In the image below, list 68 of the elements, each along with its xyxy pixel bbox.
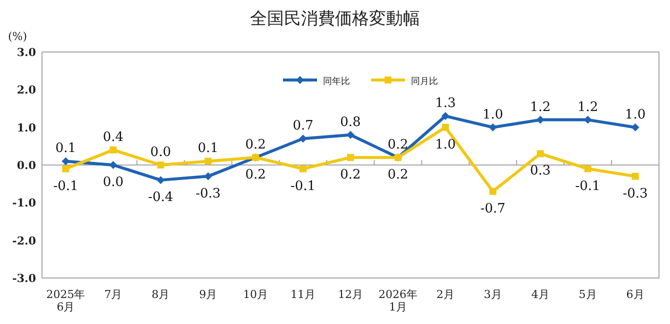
x-tick-label: 5月 bbox=[578, 288, 597, 301]
point bbox=[110, 146, 117, 154]
data-label: 0.2 bbox=[245, 167, 266, 182]
x-tick-label: 7月 bbox=[104, 288, 122, 301]
data-label: 0.2 bbox=[340, 167, 361, 182]
data-label: 0.1 bbox=[55, 141, 76, 156]
point bbox=[347, 154, 354, 161]
point bbox=[109, 161, 118, 169]
data-label: -0.1 bbox=[53, 178, 78, 194]
x-tick-label: 6月 bbox=[626, 288, 644, 301]
x-tick-label: 4月 bbox=[531, 288, 550, 301]
y-tick-label: 2.0 bbox=[16, 84, 36, 97]
data-label: 0.3 bbox=[530, 164, 551, 179]
point bbox=[204, 172, 212, 180]
y-tick-label: -2.0 bbox=[12, 234, 36, 248]
x-tick-label: 9月 bbox=[199, 288, 218, 301]
data-label: -0.1 bbox=[290, 178, 316, 194]
data-label: 0.0 bbox=[150, 145, 171, 160]
x-tick-label: 2025年 6月 bbox=[46, 288, 86, 314]
x-tick-label: 2月 bbox=[436, 288, 454, 301]
x-tick-label: 3月 bbox=[484, 288, 502, 301]
point bbox=[632, 172, 639, 180]
point bbox=[442, 124, 449, 131]
x-tick-label: 10月 bbox=[243, 288, 268, 301]
x-tick-label: 8月 bbox=[152, 288, 170, 301]
data-label: 1.2 bbox=[530, 100, 551, 115]
y-tick-label: 3.0 bbox=[16, 46, 36, 59]
y-axis-title: (%) bbox=[8, 30, 28, 43]
data-label: -0.3 bbox=[622, 186, 648, 202]
point bbox=[584, 165, 592, 172]
data-label: 1.3 bbox=[435, 96, 456, 112]
y-tick-label: 0.0 bbox=[16, 159, 36, 172]
data-label: 1.0 bbox=[624, 107, 646, 122]
data-label: 0.0 bbox=[102, 175, 124, 190]
data-label: -0.1 bbox=[575, 178, 600, 194]
data-label: 0.7 bbox=[292, 118, 314, 134]
point bbox=[157, 162, 164, 168]
data-label: 0.4 bbox=[102, 130, 124, 145]
x-tick-label: 12月 bbox=[338, 288, 363, 301]
data-label: -0.7 bbox=[480, 201, 506, 216]
point bbox=[300, 165, 307, 172]
data-label: 0.2 bbox=[245, 137, 266, 152]
y-tick-label: -1.0 bbox=[12, 196, 36, 210]
data-label: 0.2 bbox=[388, 167, 408, 182]
point bbox=[489, 188, 496, 195]
data-label: 1.0 bbox=[435, 137, 456, 152]
point bbox=[441, 112, 450, 120]
x-tick-label: 11月 bbox=[290, 288, 316, 301]
y-tick-label: 1.0 bbox=[16, 121, 36, 134]
point bbox=[488, 123, 497, 132]
data-label: 0.2 bbox=[388, 137, 408, 152]
data-label: 1.2 bbox=[577, 100, 598, 115]
point bbox=[346, 130, 354, 139]
data-label: 1.0 bbox=[482, 107, 504, 122]
y-tick-label: -3.0 bbox=[12, 272, 36, 285]
legend-label: 同月比 bbox=[411, 76, 438, 87]
chart-title: 全国民消費価格変動幅 bbox=[250, 9, 420, 29]
data-label: -0.4 bbox=[148, 190, 174, 206]
x-tick-label: 2026年 1月 bbox=[378, 288, 418, 314]
point bbox=[62, 165, 70, 172]
point bbox=[631, 123, 640, 132]
data-label: 0.8 bbox=[340, 114, 361, 130]
point bbox=[204, 158, 212, 165]
point bbox=[536, 150, 544, 158]
data-label: -0.3 bbox=[196, 186, 221, 202]
point bbox=[156, 176, 165, 184]
legend-label: 同年比 bbox=[323, 76, 350, 87]
data-label: 0.1 bbox=[198, 141, 218, 156]
